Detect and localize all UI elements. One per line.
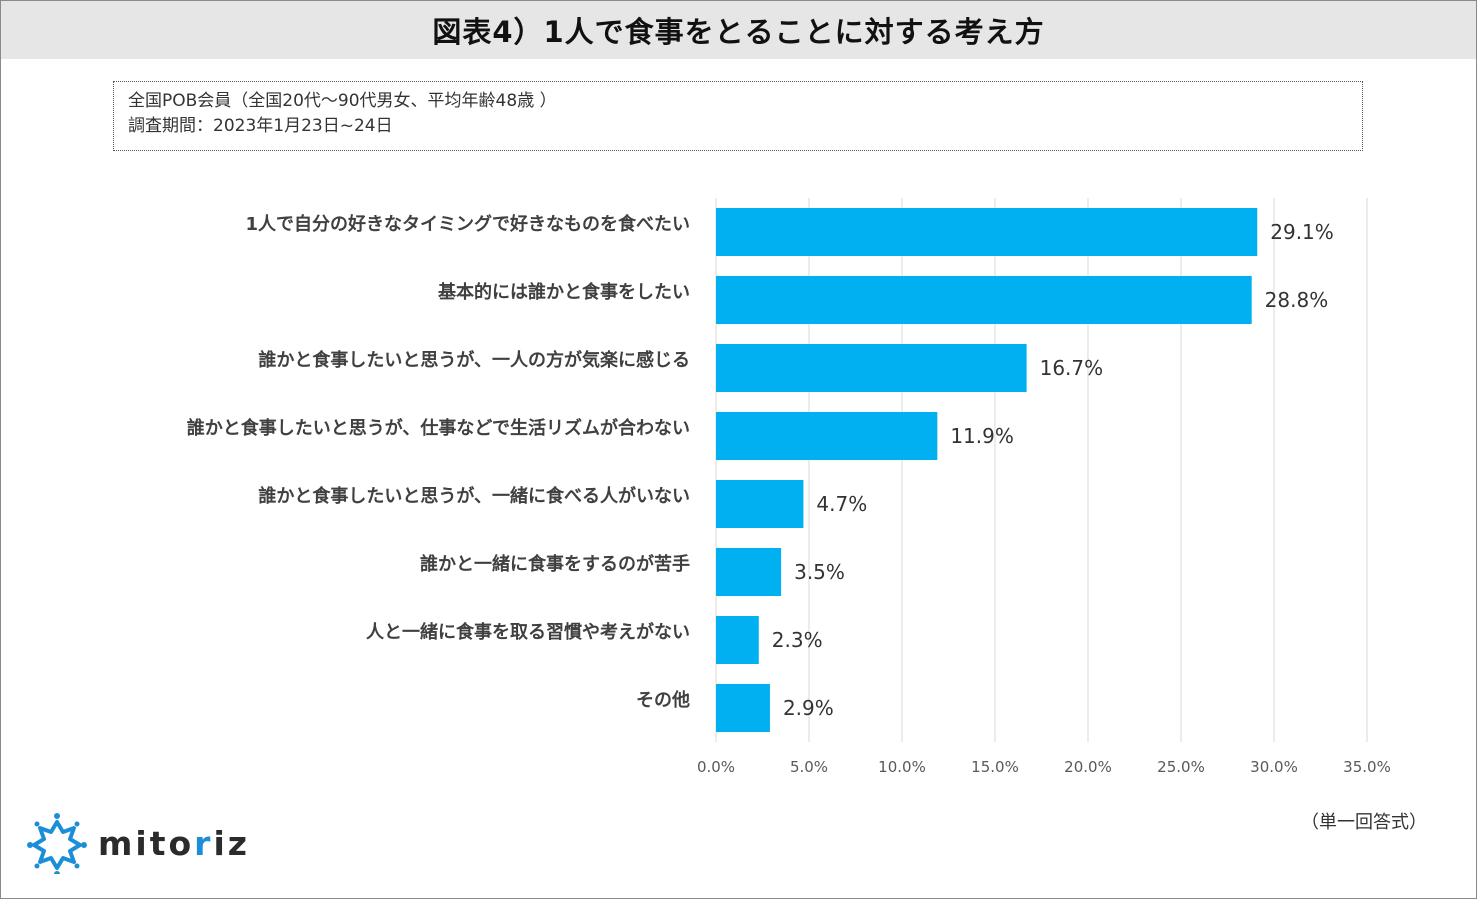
bar-value-label: 29.1% — [1270, 220, 1334, 244]
bar — [716, 412, 938, 460]
answer-type-note: （単一回答式） — [1301, 812, 1427, 833]
category-label: 人と一緒に食事を取る習慣や考えがない — [366, 621, 690, 643]
x-tick-label: 5.0% — [790, 758, 828, 776]
category-label: 誰かと一緒に食事をするのが苦手 — [420, 553, 690, 575]
x-tick-label: 20.0% — [1064, 758, 1112, 776]
bar-value-label: 11.9% — [950, 424, 1014, 448]
bar — [716, 344, 1027, 392]
bar — [716, 684, 770, 732]
x-tick-label: 0.0% — [697, 758, 735, 776]
survey-period: 調査期間：2023年1月23日~24日 — [128, 116, 393, 136]
x-tick-label: 35.0% — [1343, 758, 1391, 776]
x-tick-label: 15.0% — [971, 758, 1019, 776]
category-label: 基本的には誰かと食事をしたい — [437, 281, 690, 303]
category-label: 誰かと食事したいと思うが、仕事などで生活リズムが合わない — [187, 417, 690, 439]
category-label: 誰かと食事したいと思うが、一人の方が気楽に感じる — [258, 349, 690, 371]
logo-text-accent: r — [194, 823, 214, 863]
survey-info-box: 全国POB会員（全国20代～90代男女、平均年齢48歳 ） 調査期間：2023年… — [113, 81, 1363, 151]
bar-value-label: 2.3% — [772, 628, 823, 652]
bar-value-label: 3.5% — [794, 560, 845, 584]
bar-value-label: 4.7% — [816, 492, 867, 516]
survey-target: 全国POB会員（全国20代～90代男女、平均年齢48歳 ） — [128, 91, 557, 111]
category-label: 誰かと食事したいと思うが、一緒に食べる人がいない — [258, 485, 690, 507]
chart-title: 図表4）1人で食事をとることに対する考え方 — [432, 15, 1045, 49]
bar-value-label: 16.7% — [1040, 356, 1104, 380]
bar-value-label: 2.9% — [783, 696, 834, 720]
mitoriz-logo: mitoriz — [26, 812, 250, 874]
bar — [716, 276, 1252, 324]
title-bar: 図表4）1人で食事をとることに対する考え方 — [1, 1, 1476, 59]
x-tick-label: 25.0% — [1157, 758, 1205, 776]
category-label: その他 — [636, 689, 690, 711]
logo-mark-icon — [27, 813, 87, 874]
category-label: 1人で自分の好きなタイミングで好きなものを食べたい — [245, 213, 690, 235]
bar — [716, 616, 759, 664]
bar — [716, 548, 782, 596]
logo-text-prefix: mito — [98, 823, 195, 863]
x-tick-label: 30.0% — [1250, 758, 1298, 776]
logo-text-suffix: iz — [213, 823, 250, 863]
bar-value-label: 28.8% — [1265, 288, 1329, 312]
logo-wordmark: mitoriz — [98, 824, 250, 863]
bar — [716, 208, 1258, 256]
bar — [716, 480, 804, 528]
x-tick-label: 10.0% — [878, 758, 926, 776]
